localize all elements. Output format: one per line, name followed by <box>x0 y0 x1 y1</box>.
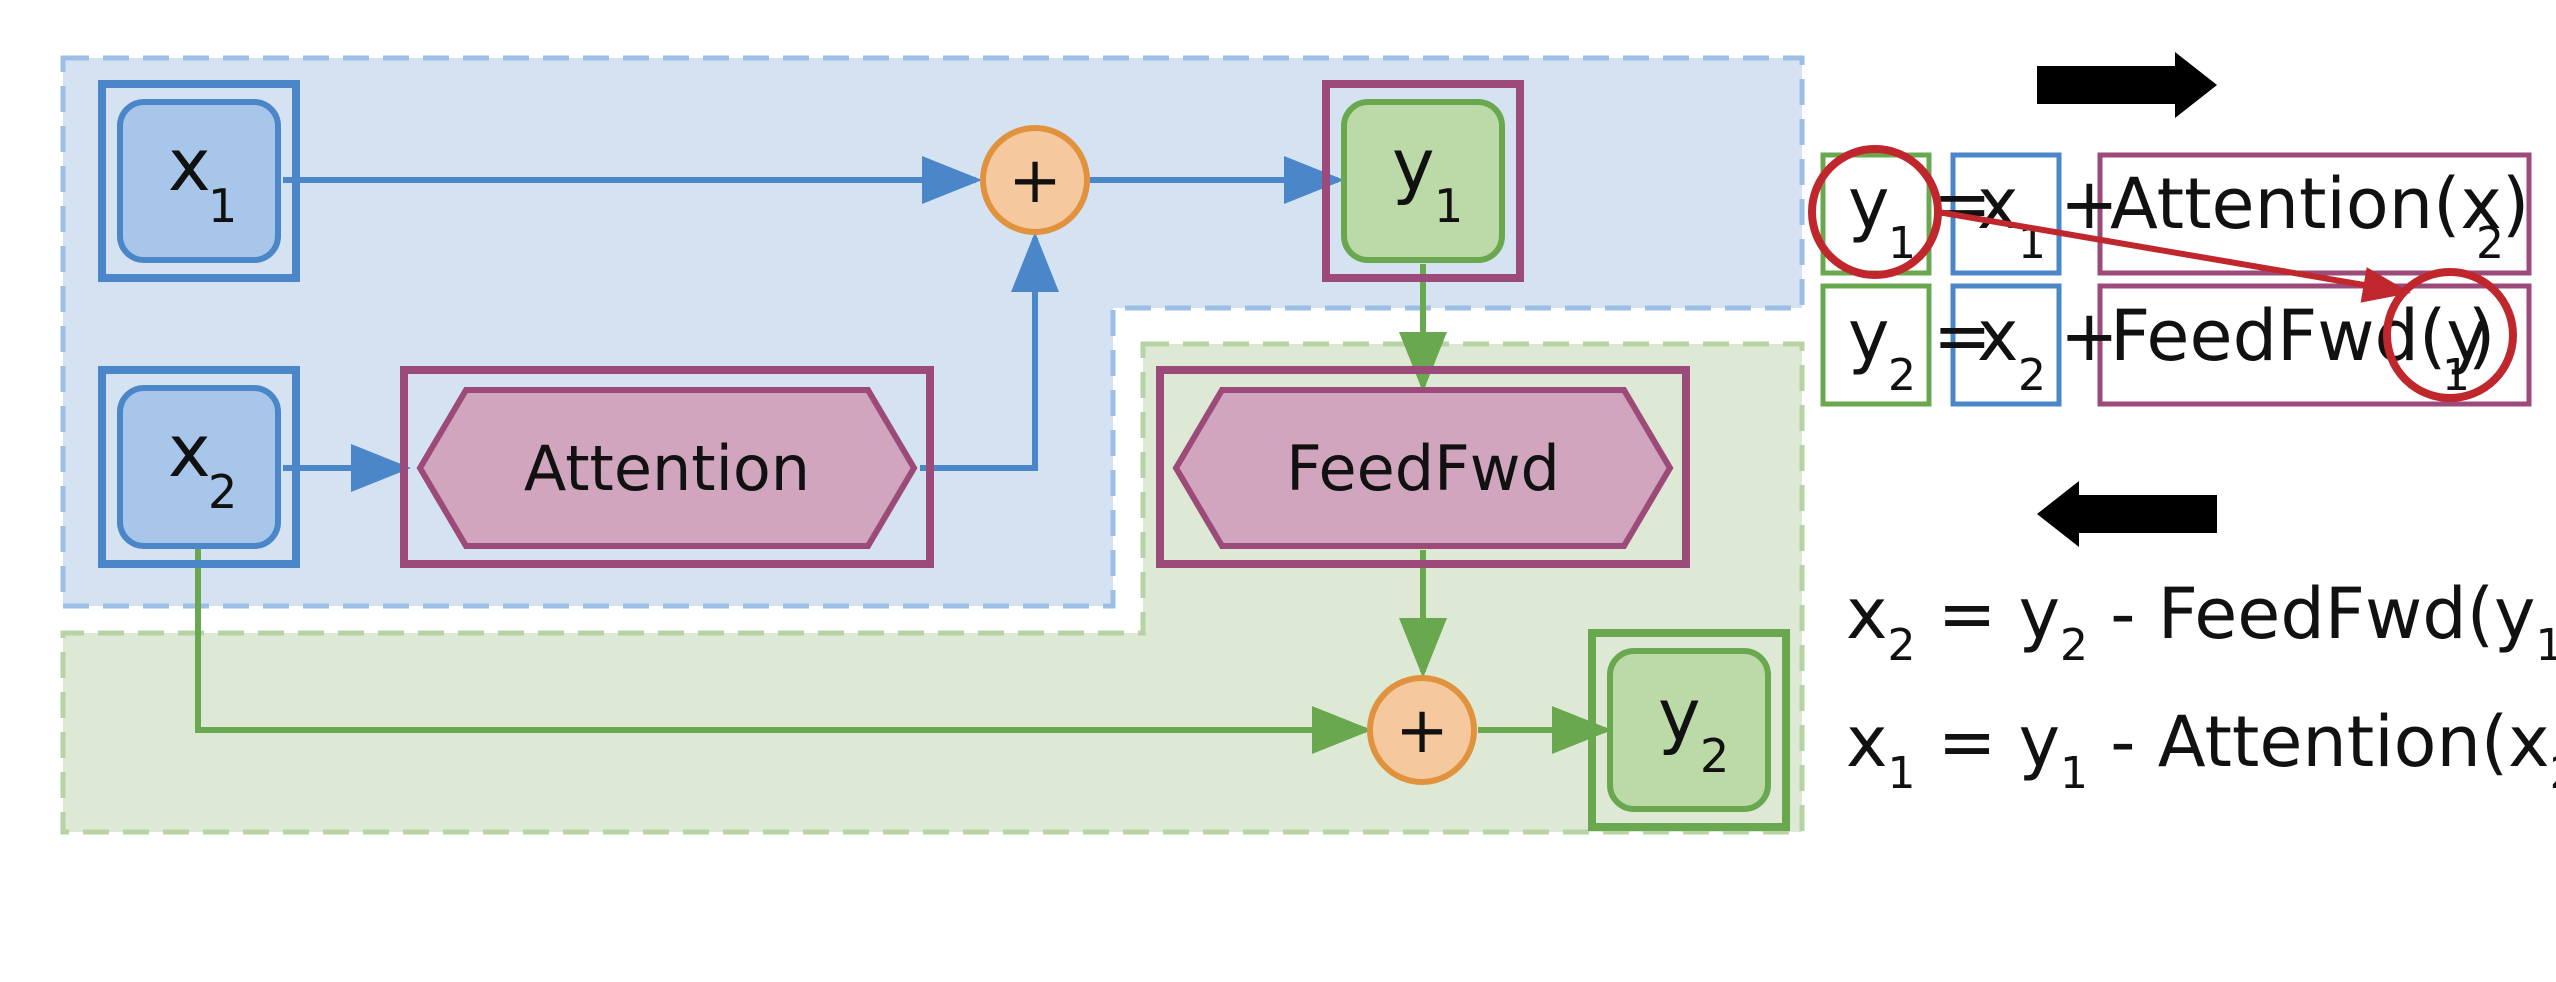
node-y2: y 2 <box>1588 629 1790 831</box>
eq2-term-subscript: 2 <box>2018 350 2046 401</box>
y2-letter: y <box>1658 673 1701 757</box>
arrow-x2-to-plus <box>195 548 1372 754</box>
plus-node-top: + <box>980 125 1090 235</box>
arrow-right-icon <box>2037 52 2217 118</box>
dependency-arrow <box>1937 209 2411 303</box>
forward-equation-2: y 2 = x 2 + FeedFwd(y 1 ) <box>1820 283 2532 407</box>
highlight-circle-ffw-input <box>2383 268 2517 402</box>
eq2-term-letter: x <box>1977 295 2018 377</box>
node-x2: x 2 <box>98 366 300 568</box>
eq2-function: FeedFwd(y <box>2110 295 2488 377</box>
node-y1: y 1 <box>1322 80 1524 282</box>
eq1-term-letter: x <box>1977 163 2018 245</box>
plus-bottom-symbol: + <box>1395 694 1449 768</box>
eq2-equals: = <box>1933 295 1992 377</box>
inverse-equation-1: x2 = y2 - FeedFwd(y1) <box>1846 573 2556 671</box>
y2-subscript: 2 <box>1700 729 1729 783</box>
inverse-equation-2: x1 = y1 - Attention(x2) <box>1846 701 2556 799</box>
arrow-attention-to-plus <box>920 232 1059 471</box>
node-x1: x 1 <box>98 80 300 282</box>
attention-block: Attention <box>400 366 934 568</box>
eq2-close-paren: ) <box>2468 295 2495 377</box>
eq1-equals: = <box>1933 163 1992 245</box>
eq1-function: Attention(x <box>2110 163 2502 245</box>
arrow-left-icon <box>2037 481 2217 547</box>
eq1-function-subscript: 2 <box>2476 218 2504 269</box>
eq1-lhs-letter: y <box>1848 163 1889 245</box>
eq2-lhs-subscript: 2 <box>1888 350 1916 401</box>
x2-letter: x <box>168 409 211 493</box>
y1-subscript: 1 <box>1434 179 1463 233</box>
eq2-lhs-letter: y <box>1848 295 1889 377</box>
eq1-plus: + <box>2060 163 2119 245</box>
x2-subscript: 2 <box>208 465 237 519</box>
x1-letter: x <box>168 123 211 207</box>
feedfwd-block: FeedFwd <box>1156 366 1690 568</box>
eq1-close-paren: ) <box>2502 163 2529 245</box>
y1-letter: y <box>1392 123 1435 207</box>
plus-node-bottom: + <box>1367 675 1477 785</box>
eq2-plus: + <box>2060 295 2119 377</box>
plus-top-symbol: + <box>1008 144 1062 218</box>
attention-label: Attention <box>524 432 810 505</box>
feedfwd-label: FeedFwd <box>1286 432 1560 505</box>
x1-subscript: 1 <box>208 179 237 233</box>
